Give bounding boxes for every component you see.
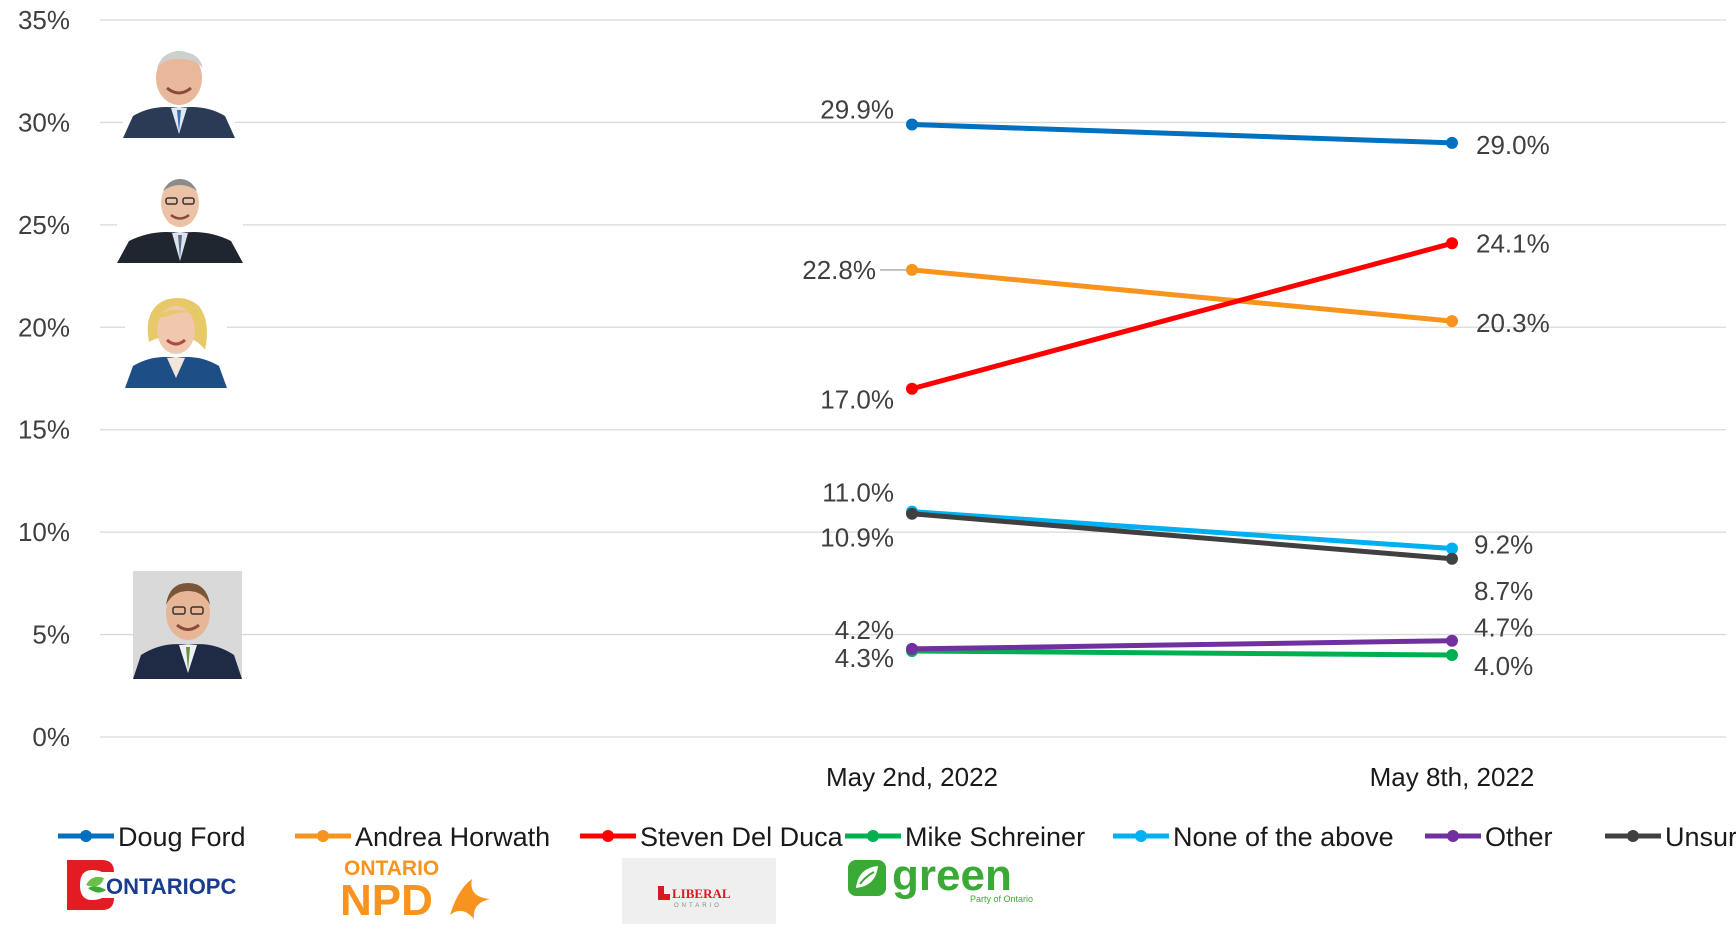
legend-swatch-marker	[867, 830, 879, 842]
legend-swatch-marker	[1135, 830, 1147, 842]
data-label: 11.0%	[822, 478, 894, 508]
series-lines	[906, 118, 1458, 662]
logo-ontario-npd: ONTARIO NPD	[340, 855, 495, 925]
data-point	[1446, 649, 1458, 662]
logo-ontario-liberal: LIBERAL ONTARIO	[622, 858, 776, 924]
legend-item: Other	[1425, 822, 1553, 852]
portrait-doug-ford	[123, 44, 235, 138]
y-axis-ticks: 0% 5% 10% 15% 20% 25% 30% 35%	[18, 5, 70, 752]
series-line	[909, 648, 1455, 658]
data-label: 29.9%	[820, 94, 894, 124]
series-line	[909, 511, 1455, 562]
legend-swatch-marker	[602, 830, 614, 842]
legend-label: Mike Schreiner	[905, 822, 1085, 852]
data-label: 9.2%	[1474, 530, 1533, 560]
series-line	[909, 240, 1455, 392]
y-tick-label: 5%	[32, 620, 70, 650]
logo-ontario-pc: ONTARIOPC	[62, 856, 262, 914]
legend-swatch-marker	[1627, 830, 1639, 842]
data-label: 4.3%	[835, 643, 894, 673]
data-point	[906, 118, 918, 131]
legend-item: Andrea Horwath	[295, 822, 550, 852]
data-label: 4.7%	[1474, 613, 1533, 643]
y-tick-label: 20%	[18, 312, 70, 342]
legend-swatch-marker	[1447, 830, 1459, 842]
legend-swatch-marker	[80, 830, 92, 842]
data-point	[1446, 634, 1458, 647]
data-label: 10.9%	[820, 523, 894, 553]
data-label: 29.0%	[1476, 130, 1550, 160]
legend-item: Steven Del Duca	[580, 822, 844, 852]
data-point	[906, 382, 918, 395]
legend-item: Unsure	[1605, 822, 1736, 852]
y-tick-label: 10%	[18, 517, 70, 547]
y-tick-label: 35%	[18, 5, 70, 35]
y-tick-label: 0%	[32, 722, 70, 752]
logo-npd-top-text: ONTARIO	[344, 857, 439, 880]
logo-green-sub: Party of Ontario	[970, 894, 1033, 904]
logo-green-party: green Party of Ontario	[846, 851, 1046, 904]
data-label: 22.8%	[802, 255, 876, 285]
logo-liberal-sub: ONTARIO	[674, 903, 722, 909]
data-point	[1446, 136, 1458, 149]
series-line	[909, 267, 1455, 324]
legend-label: Doug Ford	[118, 822, 246, 852]
x-category-label: May 8th, 2022	[1370, 762, 1535, 792]
data-label: 17.0%	[820, 385, 894, 415]
legend-item: Doug Ford	[58, 822, 246, 852]
data-point	[906, 507, 918, 520]
data-point	[906, 263, 918, 276]
data-label: 20.3%	[1476, 308, 1550, 338]
x-category-label: May 2nd, 2022	[826, 762, 998, 792]
data-label: 4.0%	[1474, 651, 1533, 681]
data-point	[906, 642, 918, 655]
legend-label: Andrea Horwath	[355, 822, 550, 852]
data-point	[1446, 315, 1458, 328]
legend-item: Mike Schreiner	[845, 822, 1085, 852]
legend-label: Unsure	[1665, 822, 1736, 852]
data-labels: 29.9% 29.0% 22.8% 20.3% 17.0% 24.1% 4.2% 4.0% 11…	[802, 94, 1549, 681]
data-point	[1446, 542, 1458, 555]
logo-ontario-pc-text: ONTARIOPC	[106, 874, 236, 899]
legend-label: Steven Del Duca	[640, 822, 844, 852]
legend: Doug Ford Andrea Horwath Steven Del Duca Mi…	[58, 822, 1736, 852]
y-tick-label: 25%	[18, 210, 70, 240]
portrait-andrea-horwath	[125, 292, 227, 388]
legend-label: Other	[1485, 822, 1553, 852]
series-line	[909, 638, 1455, 652]
x-axis-categories: May 2nd, 2022 May 8th, 2022	[826, 762, 1534, 792]
logo-npd-bottom-text: NPD	[340, 876, 433, 921]
legend-item: None of the above	[1113, 822, 1394, 852]
portrait-steven-del-duca	[117, 171, 243, 263]
data-point	[1446, 552, 1458, 565]
y-tick-label: 30%	[18, 107, 70, 137]
y-tick-label: 15%	[18, 415, 70, 445]
series-line	[909, 509, 1455, 552]
portrait-mike-schreiner	[133, 571, 242, 679]
legend-label: None of the above	[1173, 822, 1394, 852]
data-label: 8.7%	[1474, 576, 1533, 606]
data-label: 24.1%	[1476, 228, 1550, 258]
data-point	[1446, 237, 1458, 250]
logo-green-text: green	[892, 852, 1012, 900]
legend-swatch-marker	[317, 830, 329, 842]
logo-liberal-text: LIBERAL	[672, 886, 731, 901]
data-label: 4.2%	[835, 615, 894, 645]
gridlines	[100, 19, 1726, 738]
series-line	[909, 121, 1455, 146]
